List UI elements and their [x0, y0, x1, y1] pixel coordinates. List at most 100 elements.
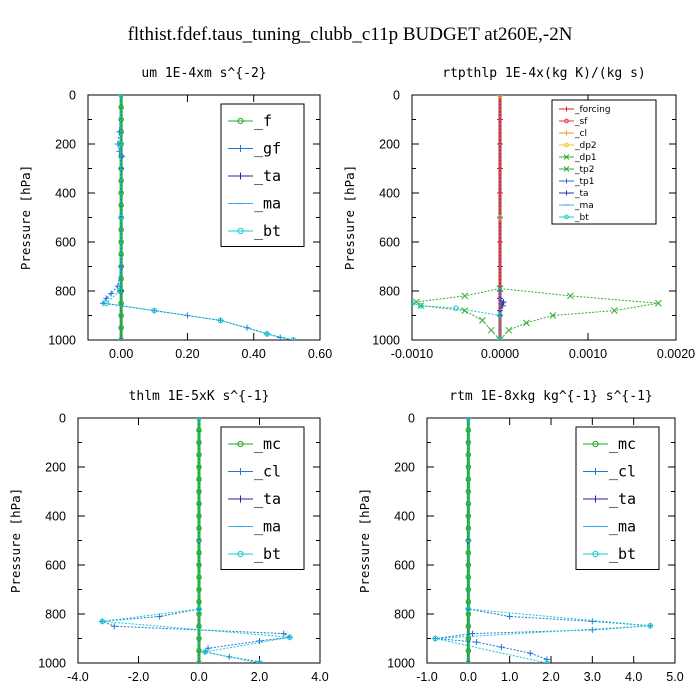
y-axis-label: Pressure [hPa] [342, 165, 357, 270]
legend-label: _cl [574, 129, 587, 139]
data-point [567, 292, 574, 300]
series-line [412, 302, 501, 340]
legend-marker [564, 106, 569, 112]
legend-marker [237, 495, 244, 503]
series-line [435, 418, 651, 663]
data-point [473, 639, 480, 646]
data-point [264, 331, 270, 337]
data-point [417, 302, 425, 310]
legend-marker [563, 166, 570, 172]
data-point [287, 634, 293, 641]
x-tick-label: 0.40 [242, 347, 266, 361]
x-tick-label: 3.0 [584, 670, 601, 684]
panel-4: rtm 1E-8xkg kg^{-1} s^{-1} 0 200 400 600 800 1… [357, 389, 684, 684]
data-point [498, 644, 505, 651]
data-point [205, 645, 212, 652]
series-group [99, 95, 297, 340]
data-point [506, 613, 513, 620]
panel-title: thlm 1E-5xK s^{-1} [129, 389, 270, 404]
series-group [99, 418, 293, 663]
data-point [114, 283, 121, 290]
legend-label: _forcing [574, 105, 611, 115]
series-line [105, 95, 294, 340]
data-point [469, 630, 476, 637]
legend-marker [237, 550, 244, 558]
data-point [497, 337, 503, 340]
x-tick-label: -2.0 [128, 670, 150, 684]
data-point [432, 635, 439, 642]
legend-label: _mc [609, 435, 636, 453]
legend-label: _ta [574, 189, 589, 199]
data-point [217, 317, 224, 324]
legend-label: _dp1 [574, 153, 597, 163]
data-point [655, 299, 662, 307]
series-group [432, 418, 654, 663]
legend-marker [237, 440, 244, 448]
x-tick-label: 2.0 [251, 670, 268, 684]
y-axis-label: Pressure [hPa] [357, 488, 372, 593]
x-tick-label: 4.0 [311, 670, 328, 684]
data-point [156, 613, 163, 620]
x-tick-label: 0.00 [109, 347, 133, 361]
legend-label: _bt [254, 545, 281, 563]
y-tick-label: 400 [45, 510, 66, 524]
legend-label: _ma [609, 518, 636, 536]
panel-2: rtpthlp 1E-4x(kg K)/(kg s) 0 200 400 600 800 1… [342, 66, 695, 361]
x-tick-label: 4.0 [625, 670, 642, 684]
legend-label: _ma [254, 195, 281, 213]
legend-label: _gf [254, 140, 281, 158]
legend-box [220, 103, 305, 247]
panel-title: um 1E-4xm s^{-2} [141, 66, 266, 81]
series-group [412, 95, 662, 340]
legend-marker [237, 227, 244, 235]
y-tick-label: 400 [379, 187, 400, 201]
data-point [103, 300, 109, 306]
y-tick-label: 200 [55, 138, 76, 152]
legend: _mc _cl _ta _ma _bt [575, 426, 660, 570]
data-point [497, 312, 503, 319]
panel-title: rtm 1E-8xkg kg^{-1} s^{-1} [449, 389, 653, 404]
data-point [453, 305, 459, 311]
legend-label: _cl [254, 463, 281, 481]
y-tick-label: 600 [55, 236, 76, 250]
data-point [589, 626, 596, 633]
data-point [461, 307, 469, 314]
legend-label: _bt [574, 213, 589, 223]
legend-label: _tp1 [574, 177, 594, 187]
legend-label: _sf [574, 117, 588, 127]
y-tick-label: 600 [45, 559, 66, 573]
y-axis-label: Pressure [hPa] [8, 488, 23, 593]
data-point [256, 660, 263, 663]
legend-label: _bt [254, 222, 281, 240]
series-line [435, 418, 651, 663]
y-tick-label: 1000 [387, 657, 415, 671]
data-point [496, 336, 504, 340]
data-point [118, 214, 124, 221]
data-point [202, 649, 208, 655]
data-point [589, 618, 596, 625]
legend: _f _gf _ta _ma _bt [220, 103, 305, 247]
legend-marker [564, 214, 569, 220]
legend: _mc _cl _ta _ma _bt [220, 426, 305, 570]
data-point [549, 312, 557, 319]
data-point [412, 300, 415, 306]
legend-label: _ta [254, 490, 281, 508]
x-tick-label: -0.0010 [391, 347, 433, 361]
y-tick-label: 200 [394, 461, 415, 475]
series-line [499, 298, 505, 311]
data-point [99, 618, 105, 625]
y-tick-label: 200 [379, 138, 400, 152]
x-tick-label: 2.0 [542, 670, 559, 684]
y-tick-label: 800 [45, 608, 66, 622]
data-point [500, 299, 507, 306]
data-point [465, 606, 472, 612]
series-line [499, 290, 503, 340]
data-point [527, 650, 534, 657]
data-point [117, 141, 123, 147]
y-axis-label: Pressure [hPa] [18, 165, 33, 270]
figure-title: flthist.fdef.taus_tuning_clubb_c11p BUDG… [128, 24, 573, 45]
legend-label: _bt [609, 545, 636, 563]
y-tick-label: 600 [394, 559, 415, 573]
data-point [290, 337, 297, 340]
